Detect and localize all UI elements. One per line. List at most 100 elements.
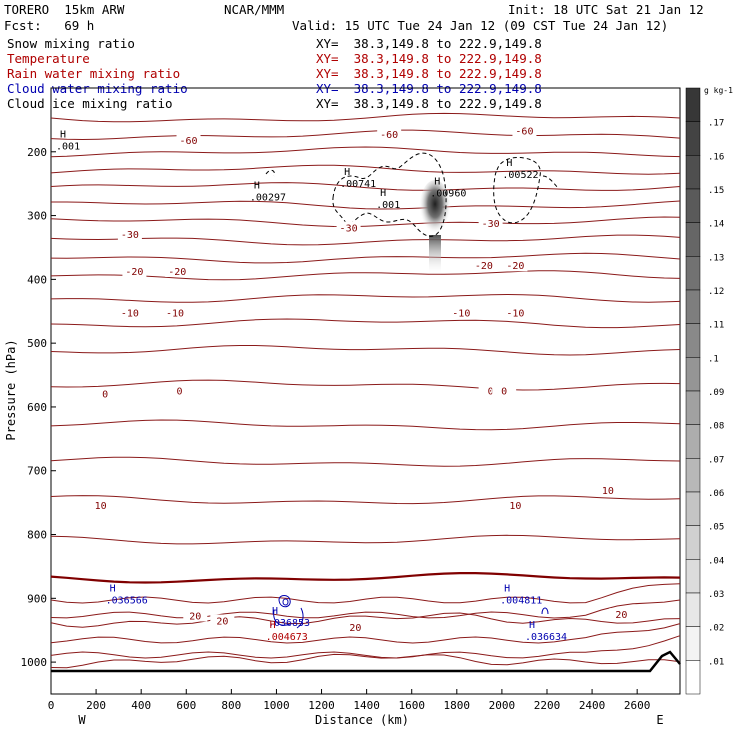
- cloud-water-contour-5: [541, 607, 549, 615]
- x-tick-label: 200: [86, 699, 106, 712]
- colorbar-segment: [685, 188, 701, 223]
- colorbar: .01 .02 .03 .04 .05 .06 .07 .08 .09 .1 .11 .12 .13 .1…: [685, 87, 724, 695]
- x-tick-label: 1600: [398, 699, 425, 712]
- isotherm-label: -20: [168, 267, 186, 278]
- x-tick-label: 2000: [489, 699, 516, 712]
- isotherm-label: 20: [216, 617, 228, 628]
- isotherm-label: -20: [125, 267, 143, 278]
- cloud-water-contour-4: [296, 607, 304, 629]
- isotherm-label: 20: [615, 610, 627, 621]
- ice-contour-main: [332, 152, 447, 237]
- colorbar-segment: [685, 121, 701, 156]
- colorbar-tick-label: .16: [708, 152, 724, 162]
- maximum-marker: H: [110, 584, 116, 595]
- isotherm-line: [50, 583, 681, 604]
- field-xy-temperature: XY= 38.3,149.8 to 222.9,149.8: [316, 51, 542, 66]
- y-axis: 200 300 400 500 600 700 800 900 1000: [21, 146, 56, 669]
- colorbar-segment: [685, 525, 701, 560]
- isotherm-label: 10: [509, 501, 521, 512]
- maximum-value: .00960: [430, 189, 466, 200]
- colorbar-segment: [685, 289, 701, 324]
- cloud-water-contours: [273, 595, 549, 629]
- y-tick-label: 800: [27, 529, 47, 542]
- maxima-labels: H.00297H.00741H.001H.00960H.00522H.001H.…: [56, 129, 567, 643]
- isotherm-label-bg: [503, 499, 528, 512]
- x-axis: 0 200 400 600 800 1000 1200 1400 1600 1800 2000 220…: [48, 689, 651, 712]
- y-tick-label: 500: [27, 337, 47, 350]
- isotherm-label: -60: [515, 127, 533, 138]
- ice-contour-small: [265, 169, 275, 177]
- y-axis-title: Pressure (hPa): [4, 339, 18, 440]
- isotherm-label-bg: [117, 227, 142, 240]
- x-axis-west-label: W: [78, 713, 86, 727]
- field-xy-snow: XY= 38.3,149.8 to 222.9,149.8: [316, 36, 542, 51]
- y-tick-label: 200: [27, 146, 47, 159]
- isotherm-line: [50, 270, 681, 281]
- colorbar-segment: [685, 491, 701, 526]
- isotherm-label-bg: [343, 620, 368, 633]
- y-tick-label: 400: [27, 273, 47, 286]
- isotherm-label-bg: [165, 264, 190, 277]
- maximum-marker: H: [380, 188, 386, 199]
- snow-shading: [419, 180, 451, 275]
- colorbar-tick-label: .01: [708, 657, 724, 667]
- colorbar-segment: [685, 424, 701, 459]
- isotherm-label: 0: [176, 386, 182, 397]
- isotherm-line: [50, 112, 681, 123]
- maximum-marker: H: [60, 129, 66, 140]
- cloud-ice-contours: [265, 152, 559, 237]
- x-tick-label: 1200: [308, 699, 335, 712]
- maximum-marker: H: [506, 158, 512, 169]
- colorbar-tick-label: .1: [708, 354, 719, 364]
- isotherm-line: [50, 146, 681, 158]
- isotherm-label-bg: [449, 306, 474, 319]
- colorbar-segment: [685, 222, 701, 257]
- isotherm-line: [50, 318, 681, 329]
- maximum-marker: H: [529, 620, 535, 631]
- temperature-isotherms: [50, 112, 681, 669]
- isotherm-label: 0: [488, 386, 494, 397]
- colorbar-tick-label: .11: [708, 321, 724, 331]
- isotherm-line: [50, 572, 681, 584]
- x-tick-label: 0: [48, 699, 55, 712]
- ice-contour-tail: [542, 175, 559, 189]
- colorbar-segment: [685, 357, 701, 392]
- maximum-value: .00297: [250, 192, 286, 203]
- isotherm-line: [50, 612, 681, 628]
- maximum-marker: H: [504, 584, 510, 595]
- colorbar-tick-label: .08: [708, 422, 724, 432]
- cloud-water-contour-3: [273, 609, 291, 626]
- isotherm-label-bg: [377, 127, 402, 140]
- isotherm-label-bg: [336, 221, 361, 234]
- ice-contour-east: [493, 157, 541, 224]
- init-time: Init: 18 UTC Sat 21 Jan 12: [508, 2, 704, 17]
- field-label-rain: Rain water mixing ratio: [7, 66, 181, 81]
- y-tick-label: 300: [27, 210, 47, 223]
- isotherm-line: [50, 216, 681, 228]
- x-tick-label: 2400: [579, 699, 606, 712]
- maximum-marker: H: [272, 606, 278, 617]
- colorbar-tick-label: .12: [708, 287, 724, 297]
- x-tick-label: 2600: [624, 699, 651, 712]
- isotherm-label-bg: [595, 483, 620, 496]
- colorbar-tick-label: .15: [708, 186, 724, 196]
- isotherm-label-bg: [471, 259, 496, 272]
- isotherm-label: -10: [506, 308, 524, 319]
- isotherm-label: -10: [166, 308, 184, 319]
- maximum-value: .036634: [525, 632, 567, 643]
- forecast-hour: Fcst: 69 h: [4, 18, 95, 33]
- x-tick-label: 400: [131, 699, 151, 712]
- maximum-value: .004673: [266, 632, 308, 643]
- isotherm-line: [50, 164, 681, 175]
- colorbar-segment: [685, 660, 701, 695]
- isotherm-line: [51, 200, 681, 210]
- colorbar-segment: [685, 390, 701, 425]
- colorbar-tick-label: .09: [708, 388, 724, 398]
- isotherm-label-bg: [117, 306, 142, 319]
- isotherm-line: [50, 534, 681, 545]
- maximum-value: .036853: [268, 618, 310, 629]
- valid-time: Valid: 15 UTC Tue 24 Jan 12 (09 CST Tue …: [292, 18, 669, 33]
- maximum-value: .036566: [106, 596, 148, 607]
- isotherm-label: 10: [95, 501, 107, 512]
- x-axis-east-label: E: [656, 713, 663, 727]
